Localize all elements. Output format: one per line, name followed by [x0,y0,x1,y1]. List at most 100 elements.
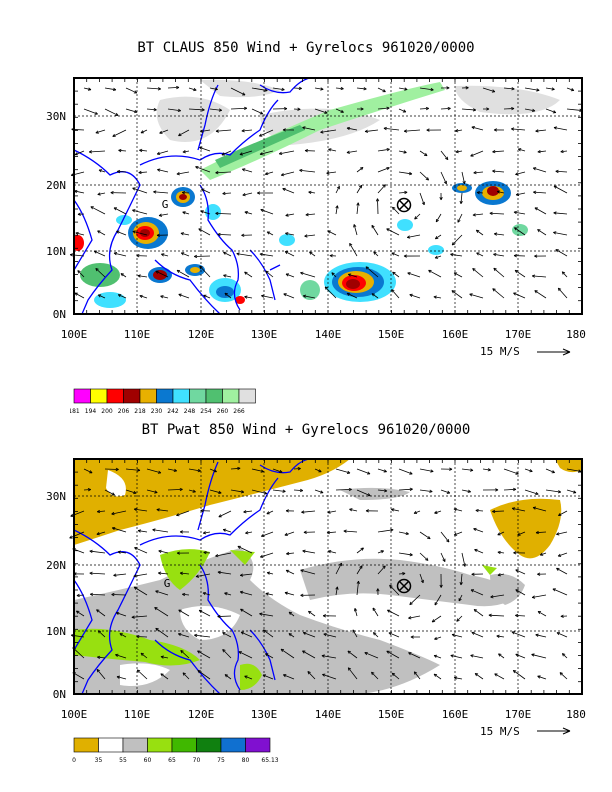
colorbar-swatch [90,388,108,404]
wind-vector [537,611,547,617]
wind-vector [115,611,127,617]
wind-vector [182,592,190,597]
wind-vector [377,550,384,554]
wind-vector [300,271,316,278]
wind-vector [272,468,283,473]
wind-vector [409,594,421,606]
colorbar-swatch [147,737,173,753]
wind-vector [322,614,337,618]
wind-vector [356,547,364,554]
wind-vector [389,584,400,596]
wind-vector [356,87,367,91]
wind-vector [230,466,241,471]
wind-vector [557,552,568,557]
wind-vector [453,507,463,512]
wind-vector [488,613,505,617]
wind-vector [304,149,316,153]
wind-vector [533,190,547,194]
wind-vector [222,648,232,659]
wind-vector [498,653,505,659]
wind-vector [260,208,274,215]
wind-vector [200,129,211,133]
wind-vector [278,150,295,156]
wind-vector [224,292,232,299]
map2-plot: 30N 20N 10N 0N 100E 110E 120E 130E 140E … [46,458,586,738]
wind-vector [561,271,568,278]
wind-vector [346,126,358,131]
wind-vector [403,129,421,133]
wind-vector [222,632,232,638]
wind-vector [320,129,337,134]
wind-vector [285,569,295,575]
wind-vector [284,591,295,596]
wind-vector [240,608,253,617]
wind-vector [222,528,232,533]
colorbar-label: 0 [72,757,76,764]
wind-vector [517,148,526,152]
wind-vector [327,510,337,514]
wind-vector [89,549,106,554]
wind-vector [284,251,295,257]
wind-vector [515,653,526,659]
map2-lon-120e: 120E [188,708,215,721]
wind-vector [493,128,505,132]
wind-vector [353,224,358,236]
map1-fields [74,78,560,314]
wind-vector [293,107,301,111]
wind-vector [182,672,190,680]
wind-vector [456,615,463,622]
wind-vector [475,508,484,513]
wind-vector [72,647,85,659]
wind-vector [222,191,232,196]
wind-vector [95,267,106,278]
wind-vector [97,192,106,196]
wind-vector [179,530,190,534]
wind-vector [559,672,568,680]
wind-vector [372,632,379,638]
wind-vector [104,108,119,116]
wind-vector [469,293,484,299]
wind-vector [244,211,253,215]
map1-lon-150e: 150E [378,328,405,341]
wind-vector [398,572,406,576]
wind-vector [243,510,253,514]
wind-vector [132,230,148,236]
wind-vector [241,233,253,237]
wind-vector [537,149,547,154]
wind-vector [72,672,85,680]
wind-vector [524,468,533,473]
wind-vector [70,633,85,638]
map1-title: BT CLAUS 850 Wind + Gyrelocs 961020/0000 [137,40,475,56]
wind-vector [496,190,505,194]
wind-vector [132,209,148,215]
wind-vector [413,510,421,514]
wind-vector [280,648,295,659]
wind-vector [314,489,324,494]
wind-vector [188,87,197,92]
wind-vector [471,126,484,131]
wind-vector [512,669,526,680]
map2-ref-vector-label: 15 M/S [480,725,520,738]
map2-colorbar: 0 35 55 60 65 70 75 80 65.13 [72,737,279,764]
wind-vector [545,489,562,494]
wind-vector [182,211,190,215]
colorbar-label: 218 [134,408,146,415]
wind-vector [471,631,484,638]
wind-vector [537,572,547,576]
wind-vector [285,213,295,217]
wind-vector [224,674,232,680]
wind-vector [537,229,547,236]
wind-vector [398,531,409,536]
wind-vector [492,288,505,299]
wind-vector [434,594,442,606]
wind-vector [545,87,555,91]
wind-vector [392,206,400,215]
wind-vector [511,507,526,512]
map2-lat-30n: 30N [46,490,66,503]
wind-vector [302,650,316,659]
wind-vector [439,573,443,588]
wind-vector [116,230,127,236]
wind-vector [104,87,117,92]
wind-vector [251,108,264,115]
wind-vector [440,86,450,90]
